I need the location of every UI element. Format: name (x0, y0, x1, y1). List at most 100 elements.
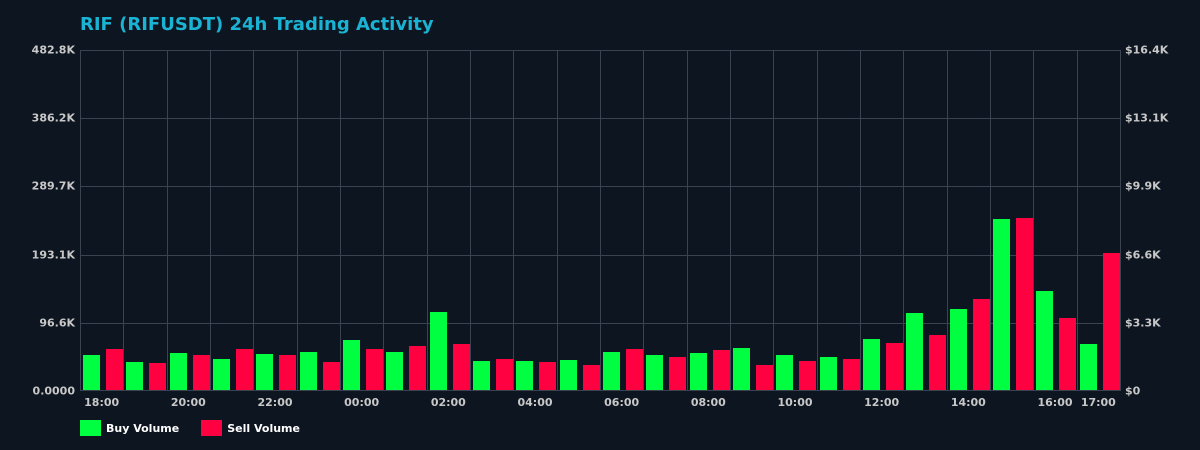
sell-bar[interactable] (626, 349, 643, 390)
grid-line-horizontal (81, 118, 1121, 120)
grid-line-vertical (297, 50, 298, 391)
sell-bar[interactable] (366, 349, 383, 390)
grid-line-vertical (383, 50, 384, 391)
x-tick-label: 18:00 (84, 396, 120, 409)
x-tick-label: 22:00 (257, 396, 293, 409)
buy-bar[interactable] (429, 312, 447, 390)
buy-bar[interactable] (473, 360, 490, 390)
y-tick-label-right: $0 (1125, 384, 1141, 398)
grid-line-vertical (687, 50, 688, 391)
chart-title: RIF (RIFUSDT) 24h Trading Activity (80, 14, 434, 35)
buy-bar[interactable] (689, 353, 707, 390)
x-tick-label: 12:00 (864, 396, 900, 409)
y-tick-label: 386.2K (31, 111, 75, 125)
buy-bar[interactable] (863, 339, 880, 390)
buy-bar[interactable] (776, 354, 794, 390)
x-tick-label: 02:00 (430, 396, 466, 409)
y-tick-label-right: $16.4K (1125, 43, 1169, 57)
buy-bar[interactable] (386, 352, 404, 390)
sell-bar[interactable] (712, 350, 730, 390)
grid-line-vertical (643, 50, 644, 391)
buy-bar[interactable] (83, 354, 100, 390)
grid-line-vertical (903, 50, 904, 391)
buy-bar[interactable] (343, 340, 360, 390)
sell-bar[interactable] (1059, 318, 1077, 390)
x-tick-label: 00:00 (344, 396, 380, 409)
sell-bar[interactable] (149, 363, 167, 390)
y-tick-label: 96.6K (39, 316, 75, 330)
buy-bar[interactable] (299, 352, 317, 390)
buy-bar[interactable] (819, 357, 837, 390)
x-tick-label: 20:00 (170, 396, 206, 409)
sell-bar[interactable] (409, 346, 427, 390)
buy-bar[interactable] (126, 362, 144, 390)
buy-bar[interactable] (733, 347, 750, 390)
legend-label-sell: Sell Volume (227, 421, 300, 435)
grid-line-vertical (817, 50, 818, 391)
sell-bar[interactable] (756, 365, 773, 390)
buy-bar[interactable] (993, 219, 1010, 390)
sell-bar[interactable] (1102, 252, 1120, 390)
y-tick-label-right: $3.3K (1125, 316, 1161, 330)
x-tick-label: 06:00 (604, 396, 640, 409)
buy-bar[interactable] (1079, 344, 1097, 390)
grid-line-vertical (860, 50, 861, 391)
sell-bar[interactable] (669, 357, 687, 390)
grid-line-horizontal (81, 254, 1121, 256)
legend-label-buy: Buy Volume (106, 421, 180, 435)
sell-bar[interactable] (1016, 218, 1033, 390)
sell-bar[interactable] (192, 354, 210, 390)
grid-line-vertical (990, 50, 991, 391)
grid-line-vertical (253, 50, 254, 391)
sell-bar[interactable] (842, 359, 860, 390)
grid-line-vertical (123, 50, 124, 391)
grid-line-vertical (1033, 50, 1034, 391)
y-tick-label: 482.8K (31, 43, 75, 57)
buy-bar[interactable] (1036, 290, 1054, 390)
grid-line-vertical (730, 50, 731, 391)
sell-bar[interactable] (886, 343, 903, 390)
sell-bar[interactable] (539, 362, 557, 390)
sell-bar[interactable] (279, 354, 297, 390)
grid-line-horizontal (81, 50, 1121, 51)
x-tick-label: 17:00 (1080, 396, 1116, 409)
x-tick-label: 04:00 (517, 396, 553, 409)
grid-line-vertical (1120, 50, 1121, 391)
sell-bar[interactable] (106, 349, 123, 390)
sell-bar[interactable] (452, 344, 470, 390)
legend-item-buy[interactable]: Buy Volume (80, 420, 179, 436)
x-tick-label: 14:00 (950, 396, 986, 409)
sell-bar[interactable] (496, 359, 513, 390)
buy-bar[interactable] (559, 359, 577, 390)
buy-bar[interactable] (169, 353, 187, 390)
grid-line-vertical (470, 50, 471, 391)
y-tick-label-right: $9.9K (1125, 179, 1161, 193)
grid-line-horizontal (81, 186, 1121, 188)
sell-swatch-icon (201, 420, 223, 436)
grid-line-horizontal (81, 322, 1121, 324)
x-tick-label: 08:00 (690, 396, 726, 409)
buy-bar[interactable] (906, 313, 924, 390)
x-tick-label: 16:00 (1037, 396, 1073, 409)
grid-line-vertical (427, 50, 428, 391)
grid-line-vertical (167, 50, 168, 391)
buy-bar[interactable] (256, 353, 274, 390)
buy-bar[interactable] (213, 359, 230, 390)
grid-line-vertical (600, 50, 601, 391)
buy-bar[interactable] (516, 360, 534, 390)
y-tick-label-right: $13.1K (1125, 111, 1169, 125)
buy-bar[interactable] (949, 309, 967, 390)
legend-item-sell[interactable]: Sell Volume (201, 420, 300, 436)
sell-bar[interactable] (929, 334, 947, 390)
sell-bar[interactable] (799, 360, 817, 390)
sell-bar[interactable] (322, 362, 340, 390)
grid-line-vertical (210, 50, 211, 391)
y-tick-label: 193.1K (31, 248, 75, 262)
plot-area (80, 50, 1121, 391)
buy-bar[interactable] (646, 354, 664, 390)
sell-bar[interactable] (236, 349, 253, 390)
sell-bar[interactable] (972, 299, 990, 390)
legend: Buy Volume Sell Volume (80, 420, 300, 436)
buy-bar[interactable] (603, 352, 620, 390)
sell-bar[interactable] (582, 365, 600, 390)
